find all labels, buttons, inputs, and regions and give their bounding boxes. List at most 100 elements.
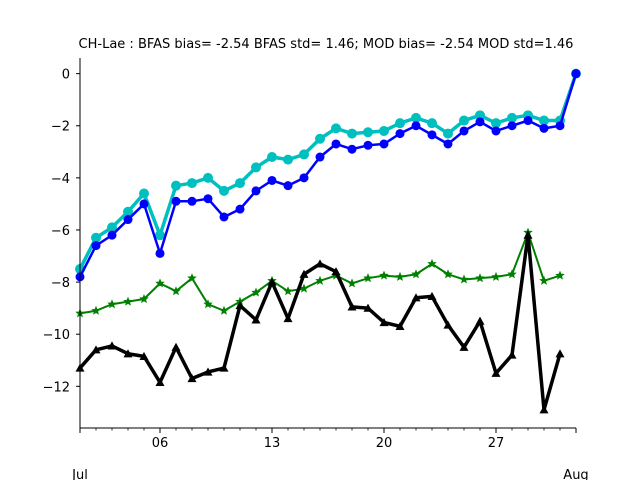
series-3-point xyxy=(203,299,213,309)
series-2-point xyxy=(219,212,229,222)
series-2-point xyxy=(91,241,101,251)
series-2-point xyxy=(123,215,133,225)
series-1-point xyxy=(443,128,453,139)
series-1-point xyxy=(267,152,277,163)
series-3-point xyxy=(283,286,293,296)
series-4-point xyxy=(459,342,469,351)
series-1-point xyxy=(507,112,517,123)
series-3-point xyxy=(411,269,421,279)
series-2-point xyxy=(427,130,437,140)
chart-title: CH-Lae : BFAS bias= -2.54 BFAS std= 1.46… xyxy=(79,37,574,52)
series-2-point xyxy=(139,199,149,209)
series-4-point xyxy=(427,291,437,301)
series-1-point xyxy=(187,178,197,189)
series-3-point xyxy=(459,274,469,284)
y-tick-label: 0 xyxy=(62,68,70,83)
series-3-point xyxy=(107,299,117,309)
x-month-label: Aug xyxy=(563,468,588,480)
series-4-point xyxy=(139,351,149,360)
series-4-point xyxy=(155,377,165,387)
series-2-point xyxy=(315,152,325,162)
series-3-point xyxy=(539,275,549,285)
series-4-point xyxy=(411,293,421,302)
series-4-point xyxy=(379,317,389,327)
series-1-point xyxy=(459,115,469,126)
y-tick-label: −8 xyxy=(51,276,70,291)
series-4-point xyxy=(251,315,261,324)
series-4-point xyxy=(123,349,133,358)
series-1-point xyxy=(107,222,117,233)
series-2 xyxy=(75,69,581,282)
series-1-point xyxy=(363,127,373,138)
series-1-point xyxy=(411,112,421,123)
y-tick-label: −6 xyxy=(51,224,70,239)
series-3-point xyxy=(363,273,373,283)
series-2-point xyxy=(347,144,357,154)
series-1-point xyxy=(539,115,549,126)
series-1-point xyxy=(219,185,229,196)
series-1-point xyxy=(123,206,133,217)
series-2-point xyxy=(331,139,341,149)
series-2-point xyxy=(299,173,309,183)
series-4-point xyxy=(363,303,373,312)
series-2-point xyxy=(475,117,485,127)
series-1-point xyxy=(155,230,165,241)
series-1-point xyxy=(251,162,261,173)
series-4-point xyxy=(507,350,517,359)
series-3-point xyxy=(123,296,133,306)
series-3-point xyxy=(91,305,101,315)
series-3-point xyxy=(555,270,565,280)
series-1-point xyxy=(395,118,405,129)
series-3-line xyxy=(79,231,561,315)
series-3-point xyxy=(171,286,181,296)
series-4-point xyxy=(331,267,341,276)
series-4-point xyxy=(219,363,229,372)
series-1-point xyxy=(315,133,325,144)
x-month-label: Jul xyxy=(71,468,88,480)
series-2-point xyxy=(283,181,293,191)
series-3-point xyxy=(155,278,165,288)
series-3-point xyxy=(507,269,517,279)
series-3-point xyxy=(443,269,453,279)
series-4-point xyxy=(283,314,293,323)
series-4-point xyxy=(395,321,405,330)
y-tick-label: −4 xyxy=(51,172,70,187)
series-2-point xyxy=(187,196,197,206)
series-2-point xyxy=(459,126,469,136)
series-3-point xyxy=(491,271,501,281)
series-4-point xyxy=(187,373,197,383)
series-1-point xyxy=(91,232,101,243)
x-tick-label: 27 xyxy=(488,436,505,451)
series-1-point xyxy=(203,172,213,183)
series-2-point xyxy=(267,175,277,185)
series-4-point xyxy=(267,277,277,286)
x-tick-label: 20 xyxy=(376,436,393,451)
series-3 xyxy=(75,227,565,318)
series-3-point xyxy=(251,287,261,297)
series-2-point xyxy=(491,126,501,136)
series-2-point xyxy=(107,230,117,240)
series-3-point xyxy=(379,270,389,280)
series-1 xyxy=(75,68,581,275)
series-2-point xyxy=(251,186,261,196)
series-3-point xyxy=(219,305,229,315)
series-1-point xyxy=(475,110,485,121)
series-2-point xyxy=(379,139,389,149)
series-1-point xyxy=(299,149,309,160)
series-2-point xyxy=(203,194,213,204)
series-2-point xyxy=(171,196,181,206)
series-4-point xyxy=(539,405,549,414)
series-3-point xyxy=(475,273,485,283)
series-1-point xyxy=(491,118,501,129)
series-1-point xyxy=(283,154,293,165)
series-4-point xyxy=(235,301,245,310)
series-2-point xyxy=(411,121,421,131)
series-1-point xyxy=(171,180,181,191)
y-tick-label: −2 xyxy=(51,120,70,135)
series-4-point xyxy=(315,259,325,268)
series-1-point xyxy=(331,123,341,134)
series-3-point xyxy=(139,294,149,304)
series-2-point xyxy=(555,121,565,131)
series-4-point xyxy=(475,316,485,325)
